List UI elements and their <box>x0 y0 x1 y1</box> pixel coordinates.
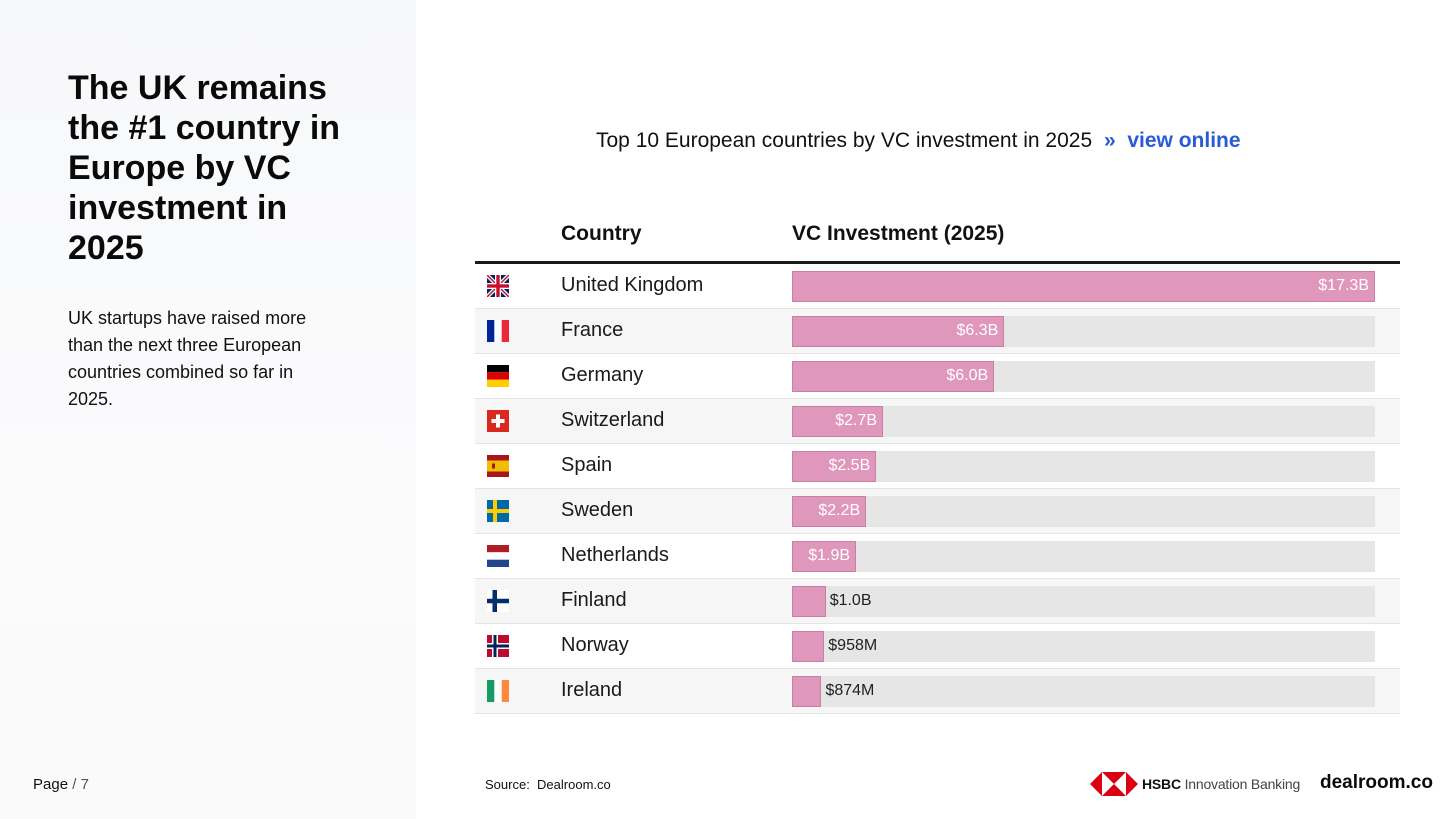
uk-flag-icon <box>487 275 509 297</box>
country-name: Sweden <box>561 499 634 521</box>
bar-value-label: $2.2B <box>818 502 861 519</box>
view-online-label: view online <box>1127 129 1241 152</box>
table-body: United Kingdom $17.3B France $6.3B Germany $6… <box>475 264 1400 714</box>
bar-value-label: $1.9B <box>808 547 851 564</box>
table-row: Netherlands $1.9B <box>475 534 1400 579</box>
country-name: Germany <box>561 364 644 386</box>
header-country: Country <box>561 222 642 245</box>
view-online-arrow: » <box>1103 129 1116 152</box>
sweden-flag-icon <box>487 500 509 522</box>
bar-track: $2.2B <box>792 496 1375 527</box>
bar-value-label: $958M <box>828 637 878 654</box>
bar-track: $1.9B <box>792 541 1375 572</box>
bar-track: $958M <box>792 631 1375 662</box>
table-row: United Kingdom $17.3B <box>475 264 1400 309</box>
country-name: Norway <box>561 634 629 656</box>
country-name: Finland <box>561 589 627 611</box>
bar <box>792 316 1005 347</box>
left-panel <box>0 0 416 819</box>
country-name: Switzerland <box>561 409 665 431</box>
germany-flag-icon <box>487 365 509 387</box>
page-indicator: Page / 7 <box>33 776 89 793</box>
bar <box>792 451 877 482</box>
table-row: Finland $1.0B <box>475 579 1400 624</box>
chart-title: Top 10 European countries by VC investme… <box>596 129 1093 152</box>
bar-track: $17.3B <box>792 271 1375 302</box>
table-row: Spain $2.5B <box>475 444 1400 489</box>
page-label: Page <box>33 776 69 793</box>
bar-track: $874M <box>792 676 1375 707</box>
norway-flag-icon <box>487 635 509 657</box>
bar-track: $2.5B <box>792 451 1375 482</box>
bar-value-label: $17.3B <box>1318 277 1369 294</box>
france-flag-icon <box>487 320 509 342</box>
page-number: 7 <box>80 776 89 793</box>
country-name: Netherlands <box>561 544 669 566</box>
country-name: Spain <box>561 454 613 476</box>
ireland-flag-icon <box>487 680 509 702</box>
netherlands-flag-icon <box>487 545 509 567</box>
hsbc-subbrand: Innovation Banking <box>1184 776 1301 792</box>
switzerland-flag-icon <box>487 410 509 432</box>
bar <box>792 271 1375 302</box>
bar <box>792 586 826 617</box>
table-row: Switzerland $2.7B <box>475 399 1400 444</box>
country-name: Ireland <box>561 679 623 701</box>
bar-value-label: $2.7B <box>835 412 877 429</box>
hsbc-hexagon-icon <box>1090 772 1138 796</box>
bar-value-label: $6.0B <box>946 367 989 384</box>
country-name: France <box>561 319 624 341</box>
bar-track: $6.0B <box>792 361 1375 392</box>
spain-flag-icon <box>487 455 509 477</box>
vc-investment-table: Country VC Investment (2025) United King… <box>475 214 1400 714</box>
page-headline: The UK remains the #1 country in Europe … <box>68 69 341 267</box>
bar <box>792 676 822 707</box>
bar <box>792 406 883 437</box>
bar-value-label: $6.3B <box>956 322 999 339</box>
bar-value-label: $1.0B <box>829 592 872 609</box>
bar <box>792 496 867 527</box>
hsbc-logo: HSBC Innovation Banking <box>1090 771 1300 797</box>
header-vc-investment: VC Investment (2025) <box>792 222 1005 245</box>
bar <box>792 361 995 392</box>
table-row: France $6.3B <box>475 309 1400 354</box>
source-value: Dealroom.co <box>537 777 611 792</box>
table-row: Germany $6.0B <box>475 354 1400 399</box>
source-note: Source: Dealroom.co <box>485 777 611 792</box>
chart-title-line: Top 10 European countries by VC investme… <box>596 129 1241 153</box>
bar-track: $6.3B <box>792 316 1375 347</box>
bar <box>792 631 825 662</box>
source-label: Source: <box>485 777 530 792</box>
dealroom-logo: dealroom.co <box>1320 772 1433 793</box>
view-online-link[interactable]: » view online <box>1104 129 1241 152</box>
bar-value-label: $874M <box>825 682 875 699</box>
page-separator: / <box>72 776 77 793</box>
table-row: Ireland $874M <box>475 669 1400 714</box>
country-name: United Kingdom <box>561 274 704 296</box>
table-row: Sweden $2.2B <box>475 489 1400 534</box>
bar-track: $2.7B <box>792 406 1375 437</box>
bar-value-label: $2.5B <box>828 457 871 474</box>
table-row: Norway $958M <box>475 624 1400 669</box>
finland-flag-icon <box>487 590 509 612</box>
bar-track: $1.0B <box>792 586 1375 617</box>
page-subtext: UK startups have raised more than the ne… <box>68 308 307 409</box>
hsbc-wordmark: HSBC <box>1142 776 1181 792</box>
bar <box>792 541 857 572</box>
table-header: Country VC Investment (2025) <box>475 214 1400 264</box>
